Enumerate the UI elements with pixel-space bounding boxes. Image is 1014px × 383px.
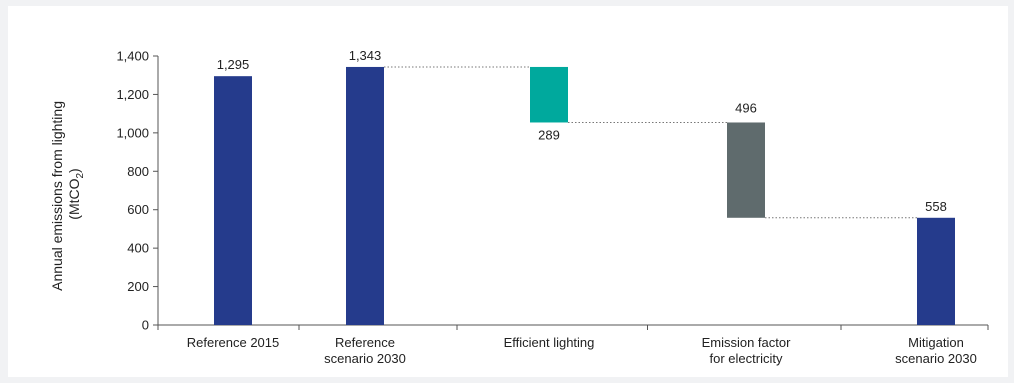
chart-container: 0 200 400 600 800 1,000 1,200 1,400 Reference 20… [8, 6, 1008, 377]
y-tick-label: 200 [127, 279, 149, 294]
x-category-label: Reference 2015 [187, 335, 280, 350]
y-tick-label: 0 [142, 318, 149, 333]
x-category-label: Efficient lighting [504, 335, 595, 350]
y-axis-title-subscript: 2 [75, 173, 86, 179]
data-label-2: 1,343 [349, 48, 382, 63]
x-category-label: Reference scenario 2030 [324, 335, 406, 366]
y-axis-title-line2-suffix: ) [66, 168, 82, 173]
data-label-3: 289 [538, 127, 560, 142]
y-axis-title: Annual emissions from lighting (MtCO2) [49, 97, 86, 291]
bar-5 [917, 217, 955, 325]
x-category-label: Emission factor for electricity [702, 335, 792, 366]
bar-2 [346, 66, 384, 325]
bar-3 [530, 66, 568, 123]
y-axis-title-line1: Annual emissions from lighting [49, 101, 65, 291]
y-tick-label: 400 [127, 241, 149, 256]
y-tick-label: 1,400 [116, 49, 149, 64]
axis-layer: 0 200 400 600 800 1,000 1,200 1,400 Reference 20… [116, 49, 989, 366]
data-label-1: 1,295 [217, 57, 250, 72]
label-layer: 1,295 1,343 289 496 558 [217, 48, 947, 214]
y-axis-title-line2-prefix: (MtCO [66, 178, 82, 219]
connector-layer [384, 66, 917, 219]
bar-1 [214, 76, 252, 325]
x-category-label: Mitigation scenario 2030 [895, 335, 977, 366]
y-tick-label: 600 [127, 202, 149, 217]
waterfall-chart: 0 200 400 600 800 1,000 1,200 1,400 Reference 20… [49, 48, 989, 366]
y-tick-label: 1,200 [116, 87, 149, 102]
bar-4 [727, 122, 765, 218]
bar-layer [214, 66, 955, 325]
y-tick-label: 1,000 [116, 125, 149, 140]
y-tick-label: 800 [127, 164, 149, 179]
data-label-5: 558 [925, 199, 947, 214]
data-label-4: 496 [735, 100, 757, 115]
